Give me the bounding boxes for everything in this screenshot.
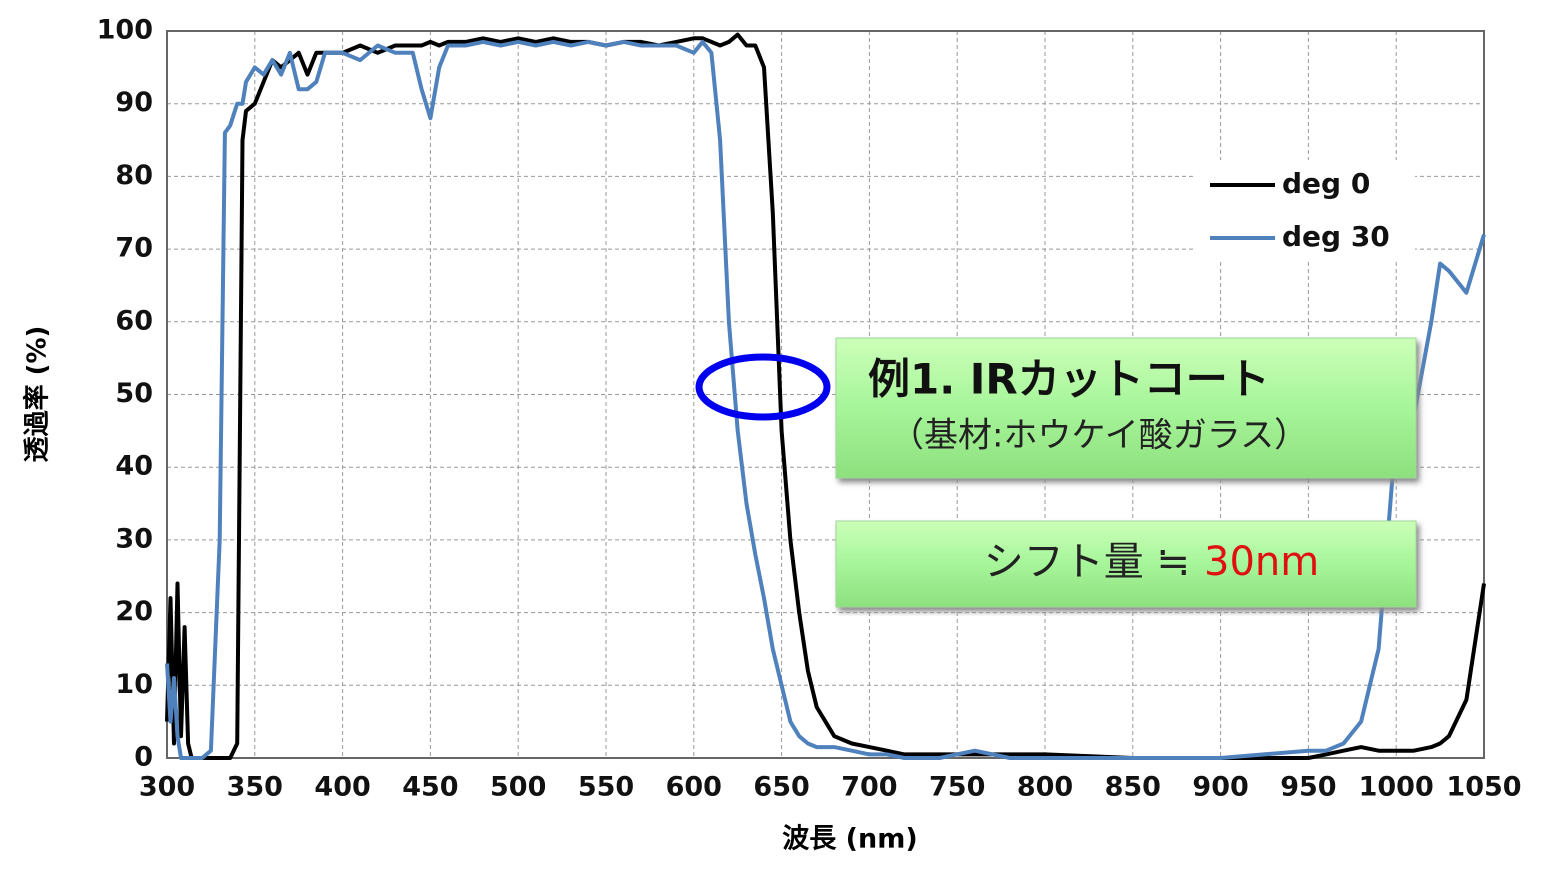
annotation-box xyxy=(835,520,1417,608)
y-tick-label: 20 xyxy=(115,596,153,627)
y-tick-label: 50 xyxy=(115,378,153,409)
y-tick-label: 30 xyxy=(115,523,153,554)
annotation-box xyxy=(835,337,1417,479)
y-tick-label: 10 xyxy=(115,669,153,700)
legend-label: deg 0 xyxy=(1282,167,1370,200)
legend-box xyxy=(1195,160,1415,260)
y-tick-label: 70 xyxy=(115,233,153,264)
y-axis-label: 透過率 (%) xyxy=(22,326,53,463)
y-tick-label: 80 xyxy=(115,160,153,191)
x-tick-label: 1050 xyxy=(1446,772,1521,803)
annotation-shift: シフト量 ≒ xyxy=(984,539,1190,585)
x-tick-label: 300 xyxy=(139,772,195,803)
y-tick-label: 60 xyxy=(115,305,153,336)
x-tick-label: 800 xyxy=(1017,772,1073,803)
x-tick-label: 500 xyxy=(490,772,546,803)
legend-label: deg 30 xyxy=(1282,220,1390,253)
x-tick-label: 450 xyxy=(402,772,458,803)
annotation-subtitle: （基材:ホウケイ酸ガラス） xyxy=(890,416,1308,456)
x-tick-label: 400 xyxy=(314,772,370,803)
x-tick-label: 850 xyxy=(1105,772,1161,803)
y-tick-label: 0 xyxy=(134,742,153,773)
x-tick-label: 700 xyxy=(841,772,897,803)
x-tick-label: 600 xyxy=(666,772,722,803)
x-tick-label: 900 xyxy=(1192,772,1248,803)
x-tick-label: 750 xyxy=(929,772,985,803)
plot-frame xyxy=(166,30,1485,759)
x-tick-label: 350 xyxy=(227,772,283,803)
plot-area: 0 10 20 30 40 50 60 70 80 90 100 300 350 400 450 500 550… xyxy=(97,15,1522,803)
x-tick-label: 1000 xyxy=(1359,772,1434,803)
x-axis-label: 波長 (nm) xyxy=(782,824,917,855)
annotation-title: 例1. IRカットコート xyxy=(868,355,1270,404)
y-tick-label: 90 xyxy=(115,87,153,118)
x-tick-label: 550 xyxy=(578,772,634,803)
y-tick-label: 100 xyxy=(97,15,153,46)
annotation-shift-value: 30nm xyxy=(1204,539,1319,585)
series-line xyxy=(165,39,1486,760)
highlight-ellipse xyxy=(695,353,831,421)
x-tick-label: 650 xyxy=(753,772,809,803)
x-tick-label: 950 xyxy=(1280,772,1336,803)
y-tick-label: 40 xyxy=(115,451,153,482)
